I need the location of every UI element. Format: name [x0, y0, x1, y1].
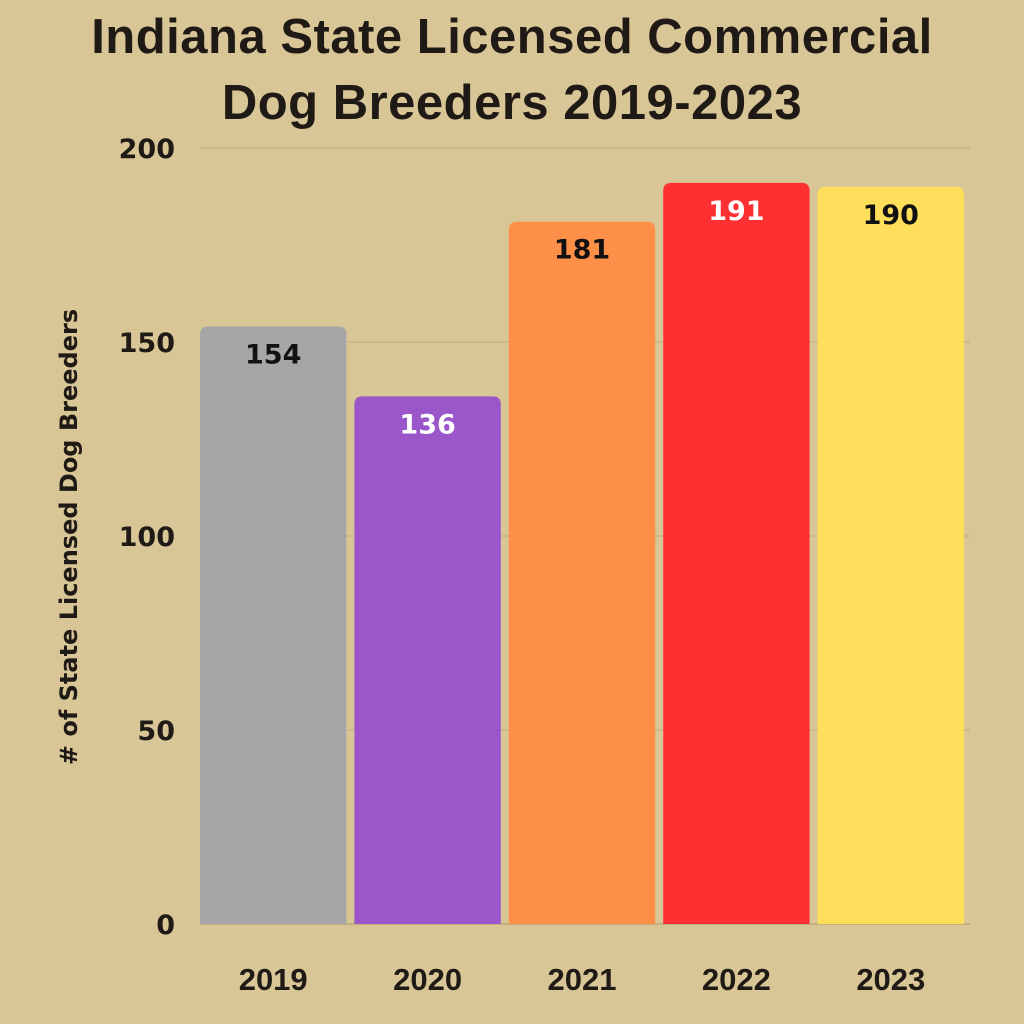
x-tick-label-2021: 2021 [548, 962, 617, 997]
x-tick-label-2019: 2019 [239, 962, 308, 997]
y-tick-label: 50 [137, 716, 175, 747]
y-tick-label: 0 [156, 910, 175, 941]
x-axis-ticks: 2019 2020 2021 2022 2023 [239, 962, 926, 997]
data-label-2021: 181 [554, 235, 610, 266]
y-tick-label: 200 [119, 134, 175, 165]
data-labels: 154 136 181 191 190 [245, 196, 919, 440]
data-label-2020: 136 [399, 409, 455, 440]
bar-2022 [663, 182, 810, 925]
data-label-2019: 154 [245, 339, 301, 370]
x-tick-label-2022: 2022 [702, 962, 771, 997]
bars [200, 182, 964, 925]
data-label-2022: 191 [708, 196, 764, 227]
x-tick-label-2023: 2023 [856, 962, 925, 997]
chart-title-line-1: Indiana State Licensed Commercial [91, 10, 933, 64]
x-tick-label-2020: 2020 [393, 962, 462, 997]
chart-title-line-2: Dog Breeders 2019-2023 [221, 76, 803, 130]
bar-2020 [354, 396, 501, 924]
bar-2021 [508, 221, 656, 925]
data-label-2023: 190 [863, 200, 919, 231]
bar-2023 [817, 186, 964, 925]
chart-title: Indiana State Licensed Commercial Dog Br… [0, 4, 1024, 136]
y-tick-label: 100 [119, 522, 175, 553]
y-axis-ticks: 0 50 100 150 200 [119, 134, 175, 941]
y-tick-label: 150 [119, 328, 175, 359]
bar-2019 [200, 326, 347, 925]
